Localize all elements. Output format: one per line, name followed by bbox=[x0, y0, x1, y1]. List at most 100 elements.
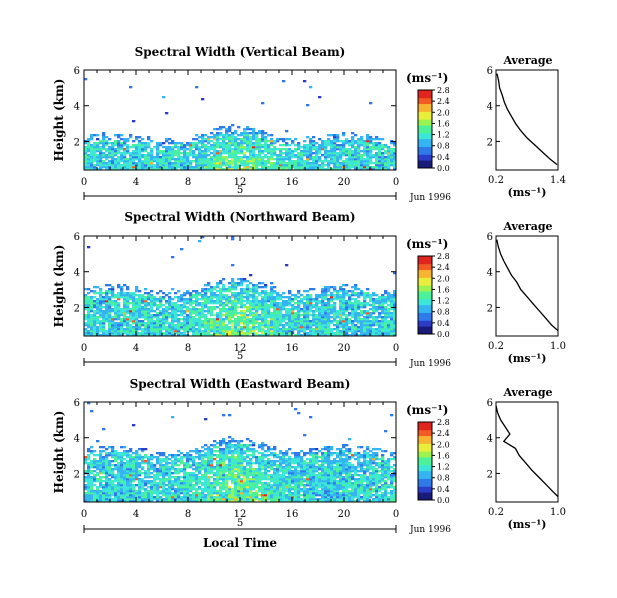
heatmap-cell bbox=[168, 462, 172, 465]
heatmap-cell bbox=[225, 474, 229, 477]
heatmap-cell bbox=[393, 298, 397, 301]
heatmap-cell bbox=[126, 330, 130, 333]
heatmap-cell bbox=[240, 284, 244, 287]
heatmap-cell bbox=[351, 322, 355, 325]
heatmap-cell bbox=[288, 162, 292, 165]
heatmap-cell bbox=[84, 162, 88, 165]
heatmap-cell bbox=[201, 310, 205, 313]
heatmap-cell bbox=[99, 496, 103, 499]
heatmap-cell bbox=[201, 332, 205, 335]
heatmap-cell bbox=[168, 472, 172, 475]
heatmap-cell bbox=[240, 138, 244, 141]
heatmap-cell bbox=[306, 136, 310, 139]
heatmap-cell bbox=[126, 486, 130, 489]
heatmap-cell bbox=[126, 476, 130, 479]
heatmap-cell bbox=[342, 298, 346, 301]
heatmap-cell bbox=[210, 158, 214, 161]
heatmap-cell bbox=[363, 316, 367, 319]
heatmap-cell bbox=[180, 462, 184, 465]
heatmap-cell bbox=[144, 454, 148, 457]
heatmap-cell bbox=[180, 322, 184, 325]
heatmap-cell bbox=[126, 138, 130, 141]
heatmap-cell bbox=[258, 316, 262, 319]
heatmap-cell bbox=[261, 320, 265, 323]
heatmap-cell bbox=[225, 492, 229, 495]
heatmap-cell bbox=[267, 166, 271, 169]
heatmap-cell bbox=[96, 454, 100, 457]
heatmap-cell bbox=[288, 314, 292, 317]
heatmap-cell bbox=[207, 498, 211, 501]
heatmap-cell bbox=[276, 314, 280, 317]
colorbar-segment bbox=[418, 136, 432, 140]
heatmap-cell bbox=[123, 168, 127, 171]
heatmap-cell bbox=[204, 144, 208, 147]
heatmap-cell bbox=[348, 330, 352, 333]
heatmap-cell bbox=[306, 290, 310, 293]
heatmap-cell bbox=[159, 162, 163, 165]
heatmap-cell bbox=[324, 148, 328, 151]
heatmap-cell bbox=[366, 160, 370, 163]
heatmap-cell bbox=[183, 482, 187, 485]
heatmap-cell bbox=[351, 326, 355, 329]
heatmap-cell bbox=[222, 468, 226, 471]
heatmap-cell bbox=[255, 284, 259, 287]
heatmap-cell bbox=[222, 140, 226, 143]
heatmap-cell bbox=[171, 152, 175, 155]
heatmap-cell bbox=[129, 318, 133, 321]
heatmap-cell bbox=[141, 458, 145, 461]
heatmap-cell bbox=[213, 324, 217, 327]
heatmap-cell bbox=[375, 166, 379, 169]
heatmap-cell bbox=[297, 146, 301, 149]
heatmap-cell bbox=[99, 312, 103, 315]
heatmap-cell bbox=[234, 140, 238, 143]
heatmap-cell bbox=[222, 470, 226, 473]
heatmap-cell bbox=[276, 332, 280, 335]
colorbar-segment bbox=[418, 152, 432, 155]
heatmap-cell bbox=[312, 334, 316, 337]
heatmap-cell bbox=[87, 468, 91, 471]
heatmap-cell bbox=[213, 500, 217, 503]
heatmap-cell bbox=[234, 302, 238, 305]
heatmap-cell bbox=[321, 306, 325, 309]
y-tick-label: 4 bbox=[74, 102, 80, 113]
heatmap-cell bbox=[141, 306, 145, 309]
heatmap-cell bbox=[345, 306, 349, 309]
heatmap-cell bbox=[96, 298, 100, 301]
heatmap-cell bbox=[192, 456, 196, 459]
heatmap-cell bbox=[279, 164, 283, 167]
heatmap-cell bbox=[366, 158, 370, 161]
heatmap-cell bbox=[318, 320, 322, 323]
heatmap-cell bbox=[345, 292, 349, 295]
heatmap-cell bbox=[336, 294, 340, 297]
heatmap-cell bbox=[303, 326, 307, 329]
heatmap-cell bbox=[84, 488, 88, 491]
heatmap-cell bbox=[138, 474, 142, 477]
heatmap-cell bbox=[150, 500, 154, 503]
heatmap-cell bbox=[159, 468, 163, 471]
heatmap-cell bbox=[159, 166, 163, 169]
heatmap-cell bbox=[126, 456, 130, 459]
heatmap-cell bbox=[249, 282, 253, 285]
heatmap-cell bbox=[312, 166, 316, 169]
heatmap-cell bbox=[108, 314, 112, 317]
heatmap-cell bbox=[126, 298, 130, 301]
heatmap-cell bbox=[84, 322, 88, 325]
heatmap-cell bbox=[366, 164, 370, 167]
heatmap-cell bbox=[138, 478, 142, 481]
heatmap-cell bbox=[189, 154, 193, 157]
heatmap-cell bbox=[204, 488, 208, 491]
heatmap-cell bbox=[213, 482, 217, 485]
heatmap-cell bbox=[204, 146, 208, 149]
heatmap-cell bbox=[165, 496, 169, 499]
heatmap-cell bbox=[84, 476, 88, 479]
heatmap-cell bbox=[183, 324, 187, 327]
heatmap-cell bbox=[123, 152, 127, 155]
heatmap-cell bbox=[192, 150, 196, 153]
heatmap-cell bbox=[156, 456, 160, 459]
heatmap-cell bbox=[336, 330, 340, 333]
heatmap-cell bbox=[132, 158, 136, 161]
heatmap-cell bbox=[312, 144, 316, 147]
heatmap-cell bbox=[246, 144, 250, 147]
heatmap-cell bbox=[321, 330, 325, 333]
heatmap-cell bbox=[297, 148, 301, 151]
